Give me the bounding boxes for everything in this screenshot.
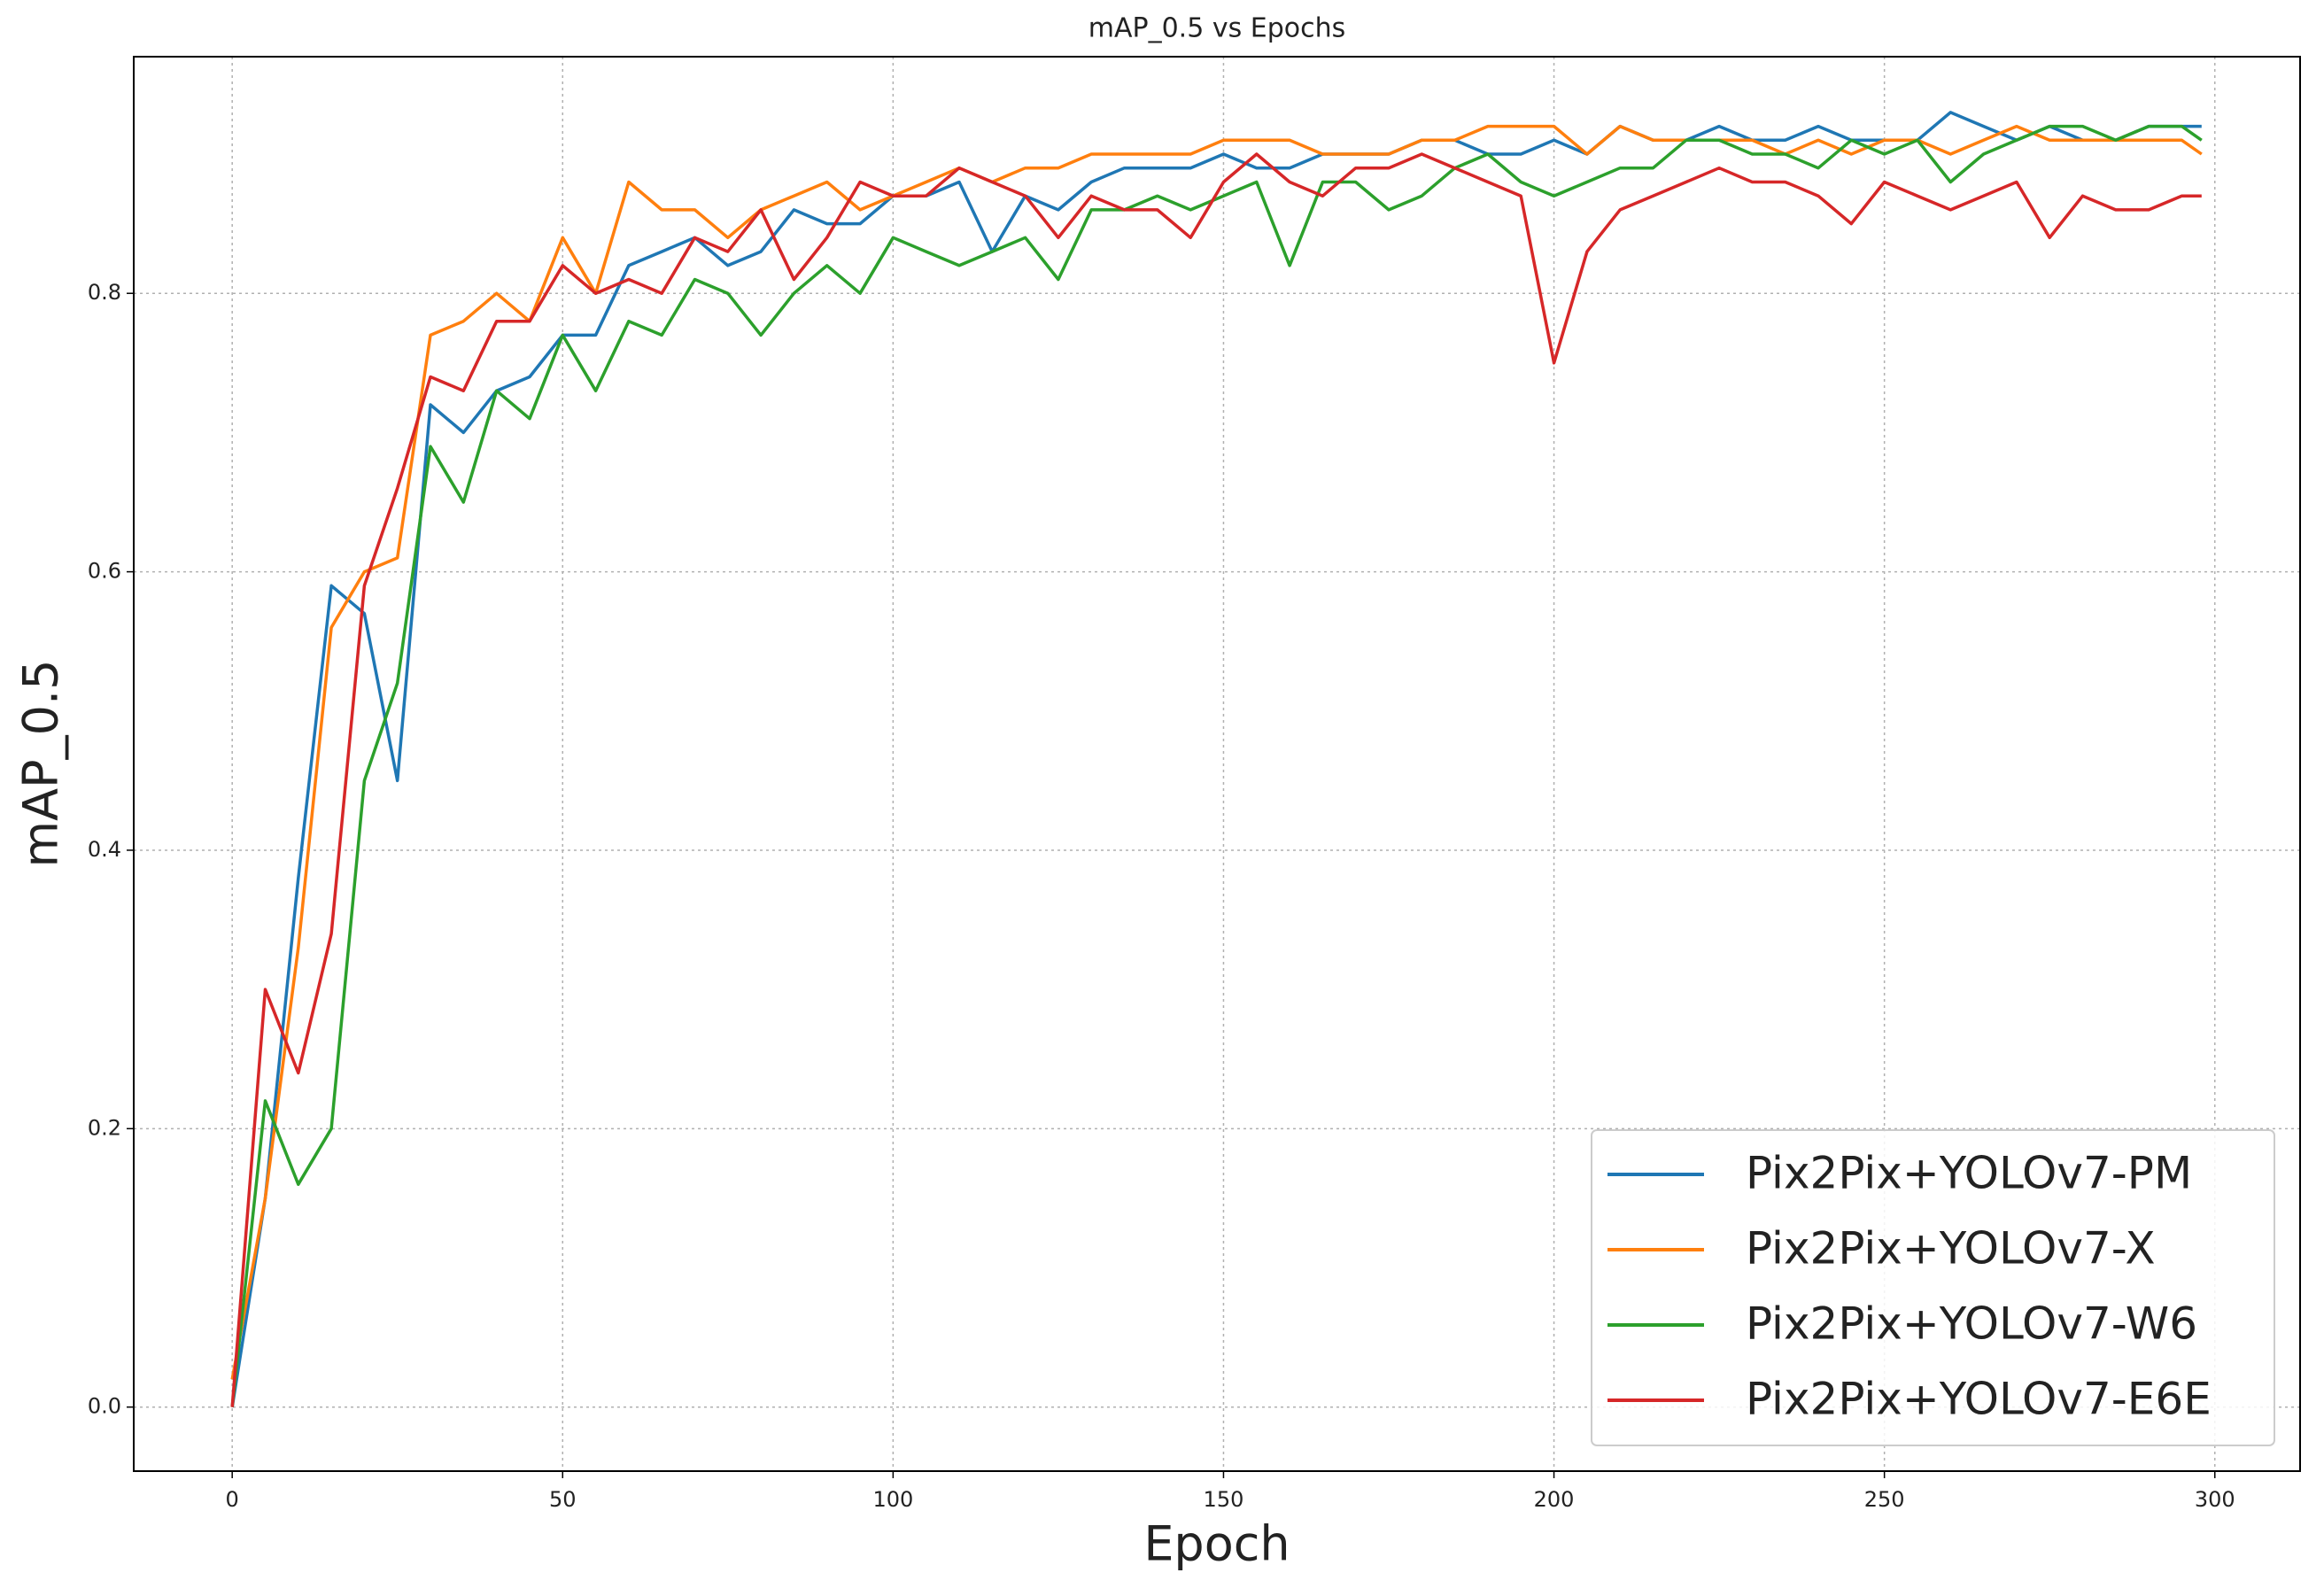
x-tick-label: 200 (1534, 1487, 1575, 1512)
x-tick-label: 250 (1864, 1487, 1905, 1512)
x-tick-label: 100 (872, 1487, 913, 1512)
x-tick-label: 50 (549, 1487, 577, 1512)
x-tick-label: 150 (1204, 1487, 1244, 1512)
legend-label: Pix2Pix+YOLOv7-E6E (1746, 1374, 2212, 1425)
series-line (230, 124, 2203, 1380)
plot-frame (133, 56, 2301, 1472)
y-tick-label: 0.8 (88, 280, 121, 305)
legend-label: Pix2Pix+YOLOv7-W6 (1746, 1298, 2197, 1350)
series-line (230, 124, 2203, 1407)
x-tick-label: 300 (2195, 1487, 2235, 1512)
y-axis-label: mAP_0.5 (13, 660, 69, 868)
legend: Pix2Pix+YOLOv7-PM Pix2Pix+YOLOv7-X Pix2Pix… (1591, 1129, 2275, 1446)
legend-label: Pix2Pix+YOLOv7-X (1746, 1223, 2156, 1274)
x-axis-label: Epoch (1143, 1516, 1290, 1572)
y-tick-label: 0.0 (88, 1394, 121, 1419)
legend-box (1591, 1129, 2275, 1446)
y-tick-label: 0.6 (88, 559, 121, 584)
y-tick-label: 0.2 (88, 1115, 121, 1140)
chart-title: mAP_0.5 vs Epochs (1088, 13, 1346, 44)
series-line (230, 152, 2202, 1407)
legend-label: Pix2Pix+YOLOv7-PM (1746, 1148, 2192, 1199)
x-tick-label: 0 (226, 1487, 239, 1512)
y-tick-label: 0.4 (88, 837, 121, 862)
